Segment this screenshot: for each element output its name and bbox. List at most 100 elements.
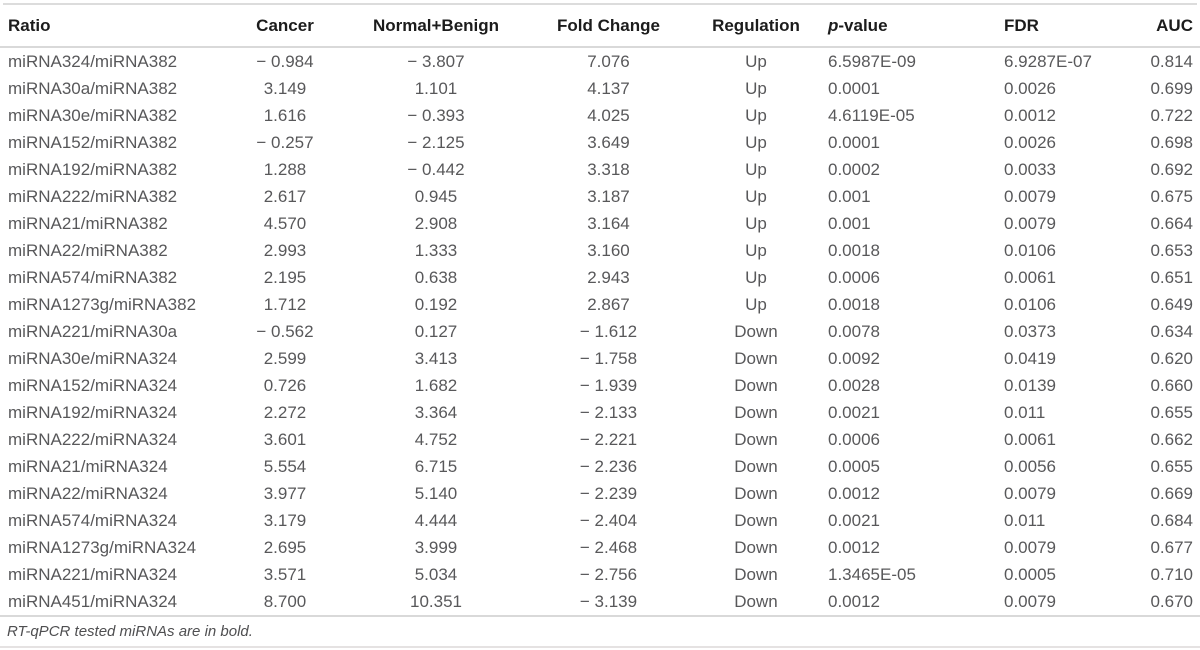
cell-cancer: 2.599	[263, 348, 307, 368]
cell-cancer: − 0.562	[256, 321, 314, 341]
cell-regulation: Down	[734, 429, 778, 449]
table-row: miRNA222/miRNA382 2.617 0.945 3.187 Up 0.001 0…	[0, 183, 1200, 210]
mirna-ratio-table: Ratio Cancer Normal+Benign Fold Change Regul…	[0, 5, 1200, 615]
cell-ratio: miRNA222/miRNA382	[8, 186, 178, 206]
cell-normal_benign: − 3.807	[407, 51, 465, 71]
cell-fdr: 0.0419	[1004, 348, 1056, 368]
cell-auc: 0.653	[1150, 240, 1193, 260]
table-row: miRNA451/miRNA324 8.700 10.351 − 3.139 Down 0…	[0, 588, 1200, 615]
cell-fold_change: − 2.133	[579, 402, 638, 422]
table-row: miRNA192/miRNA324 2.272 3.364 − 2.133 Down 0.…	[0, 399, 1200, 426]
cell-regulation: Up	[745, 213, 767, 233]
table-row: miRNA222/miRNA324 3.601 4.752 − 2.221 Down 0.…	[0, 426, 1200, 453]
table-row: miRNA1273g/miRNA324 2.695 3.999 − 2.468 Down…	[0, 534, 1200, 561]
cell-fold_change: 3.318	[587, 159, 630, 179]
table-row: miRNA21/miRNA382 4.570 2.908 3.164 Up 0.001 0.…	[0, 210, 1200, 237]
column-header-regulation: Regulation	[700, 5, 812, 48]
cell-cancer: 1.616	[263, 105, 307, 125]
cell-fold_change: − 1.758	[579, 348, 638, 368]
table-body: miRNA324/miRNA382 − 0.984 − 3.807 7.076 Up 6.…	[0, 47, 1200, 615]
cell-normal_benign: − 2.125	[407, 132, 465, 152]
cell-fold_change: − 2.239	[579, 483, 638, 503]
cell-ratio: miRNA192/miRNA382	[8, 159, 178, 179]
cell-regulation: Down	[734, 483, 778, 503]
cell-normal_benign: 4.752	[414, 429, 458, 449]
cell-fold_change: 7.076	[587, 51, 630, 71]
table-row: miRNA574/miRNA382 2.195 0.638 2.943 Up 0.0006…	[0, 264, 1200, 291]
table-header-row: Ratio Cancer Normal+Benign Fold Change Regul…	[0, 5, 1200, 48]
cell-p_value: 6.5987E-09	[828, 51, 916, 71]
cell-cancer: − 0.984	[256, 51, 314, 71]
cell-cancer: 8.700	[263, 591, 307, 611]
cell-fold_change: − 2.468	[579, 537, 638, 557]
cell-p_value: 0.0012	[828, 483, 880, 503]
cell-fdr: 0.0373	[1004, 321, 1056, 341]
cell-regulation: Down	[734, 564, 778, 584]
cell-fold_change: 2.867	[587, 294, 630, 314]
cell-p_value: 0.0021	[828, 510, 880, 530]
table-row: miRNA574/miRNA324 3.179 4.444 − 2.404 Down 0.…	[0, 507, 1200, 534]
column-header-ratio: Ratio	[0, 5, 215, 48]
cell-auc: 0.634	[1150, 321, 1193, 341]
cell-fdr: 0.0079	[1004, 591, 1056, 611]
cell-ratio: miRNA30e/miRNA324	[8, 348, 178, 368]
column-header-p_value: p-value	[812, 5, 995, 48]
p-value-italic-p: p	[828, 15, 839, 35]
cell-fdr: 0.0033	[1004, 159, 1056, 179]
cell-p_value: 0.0006	[828, 429, 880, 449]
cell-cancer: 5.554	[263, 456, 307, 476]
cell-normal_benign: 2.908	[414, 213, 458, 233]
cell-regulation: Down	[734, 537, 778, 557]
cell-ratio: miRNA21/miRNA324	[8, 456, 168, 476]
cell-cancer: 2.195	[263, 267, 307, 287]
column-header-normal_benign: Normal+Benign	[355, 5, 517, 48]
cell-fdr: 6.9287E-07	[1004, 51, 1092, 71]
cell-p_value: 0.0092	[828, 348, 880, 368]
cell-auc: 0.655	[1150, 402, 1193, 422]
table-row: miRNA30e/miRNA382 1.616 − 0.393 4.025 Up 4.61…	[0, 102, 1200, 129]
cell-fdr: 0.0056	[1004, 456, 1056, 476]
cell-fdr: 0.0106	[1004, 294, 1056, 314]
column-header-cancer: Cancer	[215, 5, 355, 48]
column-header-auc: AUC	[1138, 5, 1200, 48]
cell-fdr: 0.0079	[1004, 213, 1056, 233]
cell-p_value: 0.0018	[828, 240, 880, 260]
cell-fdr: 0.0139	[1004, 375, 1056, 395]
cell-fdr: 0.0005	[1004, 564, 1056, 584]
cell-p_value: 4.6119E-05	[828, 105, 915, 125]
cell-ratio: miRNA574/miRNA324	[8, 510, 178, 530]
cell-normal_benign: 3.364	[414, 402, 458, 422]
cell-p_value: 0.0001	[828, 132, 880, 152]
cell-ratio: miRNA21/miRNA382	[8, 213, 168, 233]
cell-auc: 0.620	[1150, 348, 1193, 368]
cell-fold_change: − 1.612	[579, 321, 638, 341]
table-row: miRNA22/miRNA324 3.977 5.140 − 2.239 Down 0.0…	[0, 480, 1200, 507]
cell-fold_change: 3.160	[587, 240, 630, 260]
table-row: miRNA30a/miRNA382 3.149 1.101 4.137 Up 0.0001…	[0, 75, 1200, 102]
cell-normal_benign: 10.351	[410, 591, 462, 611]
cell-fold_change: 3.164	[587, 213, 630, 233]
cell-normal_benign: 0.192	[414, 294, 458, 314]
cell-cancer: 3.571	[263, 564, 307, 584]
cell-normal_benign: 5.140	[414, 483, 458, 503]
cell-ratio: miRNA324/miRNA382	[8, 51, 178, 71]
cell-regulation: Up	[745, 240, 767, 260]
cell-cancer: 0.726	[263, 375, 307, 395]
cell-ratio: miRNA1273g/miRNA324	[8, 537, 197, 557]
cell-normal_benign: 0.638	[414, 267, 458, 287]
cell-ratio: miRNA574/miRNA382	[8, 267, 178, 287]
table-row: miRNA221/miRNA324 3.571 5.034 − 2.756 Down 1.…	[0, 561, 1200, 588]
cell-auc: 0.664	[1150, 213, 1193, 233]
cell-fold_change: 2.943	[587, 267, 630, 287]
cell-normal_benign: 1.101	[414, 78, 458, 98]
cell-fold_change: − 1.939	[579, 375, 638, 395]
cell-ratio: miRNA222/miRNA324	[8, 429, 178, 449]
table-row: miRNA152/miRNA382 − 0.257 − 2.125 3.649 Up 0.…	[0, 129, 1200, 156]
cell-regulation: Down	[734, 348, 778, 368]
cell-ratio: miRNA192/miRNA324	[8, 402, 178, 422]
table-row: miRNA30e/miRNA324 2.599 3.413 − 1.758 Down 0.…	[0, 345, 1200, 372]
cell-fdr: 0.0061	[1004, 429, 1056, 449]
cell-fold_change: 4.025	[587, 105, 630, 125]
cell-p_value: 0.0005	[828, 456, 880, 476]
cell-ratio: miRNA221/miRNA30a	[8, 321, 178, 341]
